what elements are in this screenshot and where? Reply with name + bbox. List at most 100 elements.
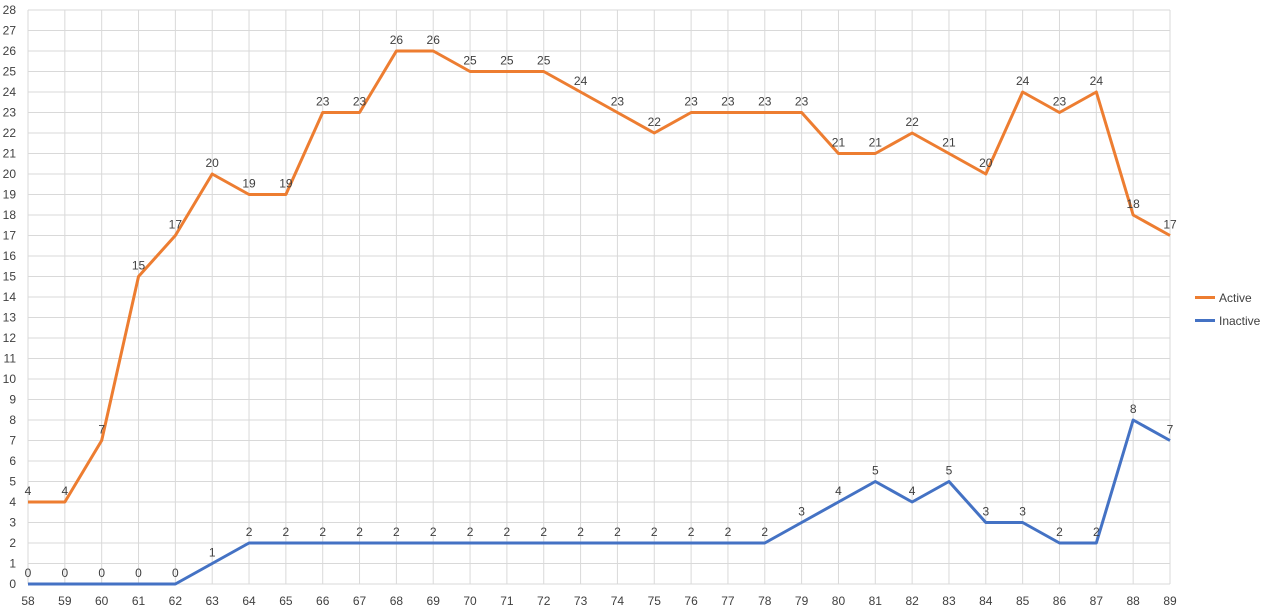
- x-tick-label: 69: [427, 594, 441, 608]
- y-tick-label: 9: [9, 393, 16, 407]
- y-tick-label: 15: [3, 270, 17, 284]
- data-label-active: 23: [684, 95, 698, 109]
- data-label-inactive: 2: [1056, 525, 1063, 539]
- data-label-active: 20: [206, 156, 220, 170]
- data-label-active: 23: [611, 95, 625, 109]
- y-tick-label: 26: [3, 44, 17, 58]
- data-label-active: 19: [242, 177, 256, 191]
- data-label-active: 7: [98, 423, 105, 437]
- legend-item-active: Active: [1195, 286, 1260, 309]
- data-label-active: 4: [25, 484, 32, 498]
- x-tick-label: 75: [648, 594, 662, 608]
- data-label-active: 25: [500, 54, 514, 68]
- y-tick-label: 6: [9, 454, 16, 468]
- x-tick-label: 76: [684, 594, 698, 608]
- y-tick-label: 4: [9, 495, 16, 509]
- data-label-active: 17: [1163, 218, 1177, 232]
- data-label-inactive: 3: [1019, 505, 1026, 519]
- y-tick-label: 10: [3, 372, 17, 386]
- x-tick-label: 68: [390, 594, 404, 608]
- x-tick-label: 74: [611, 594, 625, 608]
- x-tick-label: 83: [942, 594, 956, 608]
- x-tick-label: 71: [500, 594, 514, 608]
- data-label-inactive: 0: [25, 566, 32, 580]
- data-label-active: 24: [574, 74, 588, 88]
- data-label-inactive: 3: [982, 505, 989, 519]
- legend-swatch-inactive: [1195, 319, 1215, 322]
- data-label-active: 25: [537, 54, 551, 68]
- x-tick-label: 67: [353, 594, 367, 608]
- gridlines: [27, 9, 1171, 585]
- data-label-active: 20: [979, 156, 993, 170]
- y-tick-label: 27: [3, 24, 17, 38]
- data-label-inactive: 0: [172, 566, 179, 580]
- data-label-inactive: 3: [798, 505, 805, 519]
- data-label-inactive: 2: [540, 525, 547, 539]
- data-label-active: 25: [463, 54, 477, 68]
- data-label-active: 18: [1126, 197, 1140, 211]
- x-tick-label: 64: [242, 594, 256, 608]
- data-label-active: 23: [316, 95, 330, 109]
- data-label-inactive: 2: [504, 525, 511, 539]
- y-tick-label: 24: [3, 85, 17, 99]
- data-label-inactive: 2: [761, 525, 768, 539]
- data-label-active: 22: [905, 115, 919, 129]
- data-label-inactive: 5: [946, 464, 953, 478]
- x-tick-label: 86: [1053, 594, 1067, 608]
- x-tick-label: 80: [832, 594, 846, 608]
- x-tick-label: 72: [537, 594, 551, 608]
- data-label-active: 23: [795, 95, 809, 109]
- y-tick-label: 28: [3, 3, 17, 17]
- x-tick-label: 79: [795, 594, 809, 608]
- y-tick-label: 19: [3, 188, 17, 202]
- data-label-inactive: 5: [872, 464, 879, 478]
- y-axis-ticks: 0123456789101112131415161718192021222324…: [3, 3, 17, 591]
- y-tick-label: 18: [3, 208, 17, 222]
- x-tick-label: 70: [463, 594, 477, 608]
- x-tick-label: 88: [1126, 594, 1140, 608]
- legend-label-active: Active: [1219, 290, 1252, 305]
- data-label-inactive: 8: [1130, 402, 1137, 416]
- data-label-active: 23: [758, 95, 772, 109]
- data-label-inactive: 1: [209, 546, 216, 560]
- x-tick-label: 58: [21, 594, 35, 608]
- data-label-active: 23: [721, 95, 735, 109]
- x-tick-label: 78: [758, 594, 772, 608]
- y-tick-label: 0: [9, 577, 16, 591]
- legend: Active Inactive: [1195, 286, 1260, 332]
- data-label-inactive: 2: [467, 525, 474, 539]
- data-label-active: 21: [869, 136, 883, 150]
- data-label-active: 24: [1090, 74, 1104, 88]
- data-label-active: 21: [942, 136, 956, 150]
- y-tick-label: 8: [9, 413, 16, 427]
- data-label-inactive: 0: [98, 566, 105, 580]
- legend-item-inactive: Inactive: [1195, 309, 1260, 332]
- x-tick-label: 85: [1016, 594, 1030, 608]
- x-tick-label: 63: [206, 594, 220, 608]
- data-label-active: 15: [132, 259, 146, 273]
- y-tick-label: 16: [3, 249, 17, 263]
- y-tick-label: 11: [4, 352, 17, 366]
- y-tick-label: 5: [9, 475, 16, 489]
- legend-label-inactive: Inactive: [1219, 313, 1261, 328]
- data-label-active: 26: [390, 33, 404, 47]
- y-tick-label: 12: [3, 331, 17, 345]
- y-tick-label: 21: [3, 147, 17, 161]
- x-tick-label: 59: [58, 594, 72, 608]
- x-tick-label: 62: [169, 594, 183, 608]
- data-label-inactive: 2: [725, 525, 732, 539]
- data-label-inactive: 4: [835, 484, 842, 498]
- data-label-inactive: 0: [135, 566, 142, 580]
- x-tick-label: 65: [279, 594, 293, 608]
- data-label-active: 17: [169, 218, 183, 232]
- data-label-active: 4: [61, 484, 68, 498]
- data-label-inactive: 2: [356, 525, 363, 539]
- data-label-inactive: 2: [577, 525, 584, 539]
- data-label-active: 26: [427, 33, 441, 47]
- data-label-inactive: 2: [614, 525, 621, 539]
- y-tick-label: 22: [3, 126, 17, 140]
- x-tick-label: 73: [574, 594, 588, 608]
- y-tick-label: 25: [3, 65, 17, 79]
